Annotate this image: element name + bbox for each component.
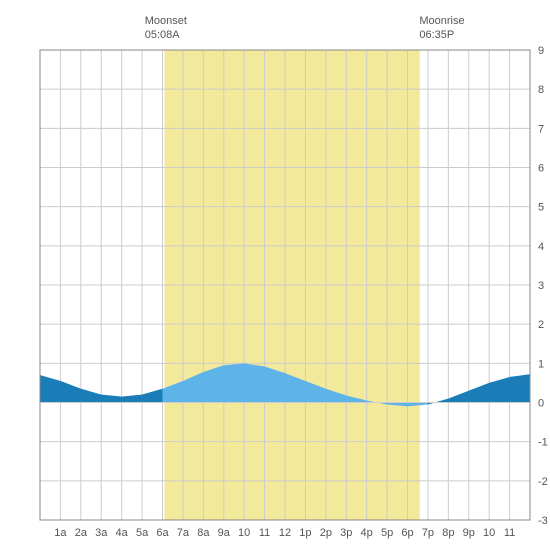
moonrise-label: Moonrise (419, 15, 464, 27)
x-tick-label: 10 (483, 527, 495, 539)
tide-chart-svg: -3-2-101234567891a2a3a4a5a6a7a8a9a101112… (10, 10, 550, 560)
x-tick-label: 9a (218, 527, 231, 539)
y-tick-label: -3 (538, 515, 548, 527)
moonset-time: 05:08A (145, 29, 181, 41)
x-tick-label: 3a (95, 527, 108, 539)
x-tick-label: 9p (463, 527, 475, 539)
y-tick-label: 5 (538, 202, 544, 214)
x-tick-label: 10 (238, 527, 250, 539)
moonset-label: Moonset (145, 15, 187, 27)
y-tick-label: 4 (538, 241, 544, 253)
x-tick-label: 6p (401, 527, 413, 539)
moonrise-time: 06:35P (419, 29, 454, 41)
x-tick-label: 11 (504, 527, 515, 539)
y-tick-label: 9 (538, 45, 544, 57)
x-tick-label: 7p (422, 527, 434, 539)
y-tick-label: 3 (538, 280, 544, 292)
x-tick-label: 5p (381, 527, 393, 539)
x-tick-label: 4p (361, 527, 373, 539)
y-tick-label: 0 (538, 398, 544, 410)
x-tick-label: 2p (320, 527, 332, 539)
x-tick-label: 7a (177, 527, 190, 539)
x-tick-label: 12 (279, 527, 291, 539)
x-tick-label: 1a (54, 527, 67, 539)
x-tick-label: 2a (75, 527, 88, 539)
y-tick-label: -2 (538, 476, 548, 488)
x-tick-label: 8p (442, 527, 454, 539)
x-tick-label: 1p (299, 527, 311, 539)
y-tick-label: 6 (538, 163, 544, 175)
y-tick-label: 2 (538, 319, 544, 331)
y-tick-label: -1 (538, 437, 548, 449)
x-tick-label: 5a (136, 527, 149, 539)
x-tick-label: 11 (259, 527, 270, 539)
y-tick-label: 7 (538, 123, 544, 135)
x-tick-label: 3p (340, 527, 352, 539)
x-tick-label: 8a (197, 527, 210, 539)
y-tick-label: 8 (538, 84, 544, 96)
x-tick-label: 6a (156, 527, 169, 539)
tide-chart: -3-2-101234567891a2a3a4a5a6a7a8a9a101112… (10, 10, 540, 540)
x-tick-label: 4a (116, 527, 129, 539)
y-tick-label: 1 (538, 358, 544, 370)
